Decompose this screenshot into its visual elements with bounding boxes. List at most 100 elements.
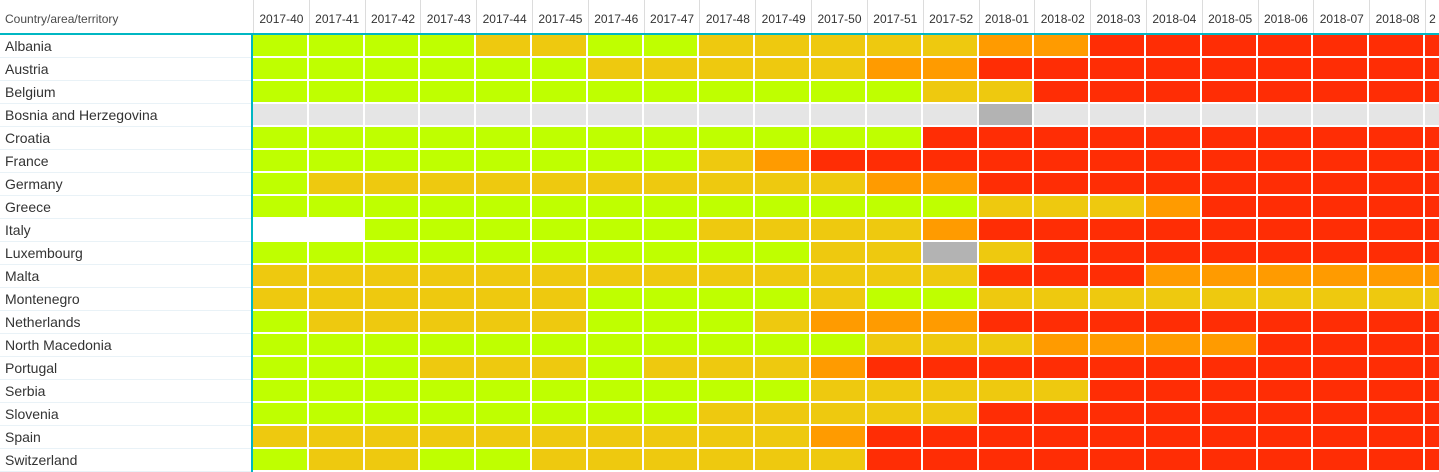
column-header-2018-04[interactable]: 2018-04 bbox=[1145, 0, 1202, 33]
heatmap-cell[interactable] bbox=[699, 173, 756, 196]
heatmap-cell[interactable] bbox=[643, 242, 700, 265]
heatmap-cell[interactable] bbox=[1369, 219, 1425, 242]
heatmap-cell[interactable] bbox=[755, 35, 812, 58]
row-label-switzerland[interactable]: Switzerland bbox=[0, 449, 251, 472]
heatmap-cell[interactable] bbox=[1313, 380, 1370, 403]
row-label-serbia[interactable]: Serbia bbox=[0, 380, 251, 403]
heatmap-cell[interactable] bbox=[1313, 334, 1370, 357]
heatmap-cell[interactable] bbox=[308, 242, 365, 265]
heatmap-cell[interactable] bbox=[1201, 127, 1258, 150]
column-header-2018-05[interactable]: 2018-05 bbox=[1201, 0, 1258, 33]
heatmap-cell[interactable] bbox=[420, 173, 477, 196]
heatmap-cell[interactable] bbox=[364, 357, 421, 380]
column-header-2017-41[interactable]: 2017-41 bbox=[308, 0, 365, 33]
heatmap-cell[interactable] bbox=[978, 127, 1035, 150]
heatmap-cell[interactable] bbox=[587, 403, 644, 426]
heatmap-cell[interactable] bbox=[1201, 196, 1258, 219]
column-header-2017-48[interactable]: 2017-48 bbox=[699, 0, 755, 33]
column-header-2017-42[interactable]: 2017-42 bbox=[364, 0, 421, 33]
heatmap-cell[interactable] bbox=[420, 449, 477, 472]
heatmap-cell[interactable] bbox=[253, 104, 309, 127]
heatmap-cell[interactable] bbox=[1034, 357, 1091, 380]
heatmap-cell[interactable] bbox=[1034, 81, 1091, 104]
heatmap-cell[interactable] bbox=[1034, 311, 1091, 334]
heatmap-cell[interactable] bbox=[476, 150, 533, 173]
heatmap-cell[interactable] bbox=[308, 173, 365, 196]
heatmap-cell[interactable] bbox=[755, 334, 812, 357]
heatmap-cell[interactable] bbox=[643, 127, 700, 150]
heatmap-cell[interactable] bbox=[1257, 265, 1314, 288]
heatmap-cell[interactable] bbox=[253, 357, 309, 380]
heatmap-cell[interactable] bbox=[811, 81, 867, 104]
heatmap-cell[interactable] bbox=[1369, 288, 1425, 311]
heatmap-cell[interactable] bbox=[253, 449, 309, 472]
heatmap-cell[interactable] bbox=[253, 380, 309, 403]
row-label-belgium[interactable]: Belgium bbox=[0, 81, 251, 104]
heatmap-cell[interactable] bbox=[532, 311, 588, 334]
heatmap-cell[interactable] bbox=[532, 334, 588, 357]
heatmap-cell[interactable] bbox=[1090, 311, 1146, 334]
heatmap-cell[interactable] bbox=[699, 219, 756, 242]
heatmap-cell[interactable] bbox=[922, 219, 979, 242]
heatmap-cell[interactable] bbox=[308, 449, 365, 472]
heatmap-cell[interactable] bbox=[643, 150, 700, 173]
heatmap-cell[interactable] bbox=[699, 449, 756, 472]
heatmap-cell[interactable] bbox=[1201, 288, 1258, 311]
heatmap-cell[interactable] bbox=[643, 104, 700, 127]
heatmap-cell[interactable] bbox=[253, 173, 309, 196]
heatmap-cell[interactable] bbox=[755, 196, 812, 219]
heatmap-cell[interactable] bbox=[476, 403, 533, 426]
heatmap-cell[interactable] bbox=[1369, 265, 1425, 288]
heatmap-cell[interactable] bbox=[532, 265, 588, 288]
heatmap-cell[interactable] bbox=[1257, 403, 1314, 426]
heatmap-cell[interactable] bbox=[253, 127, 309, 150]
heatmap-cell[interactable] bbox=[1201, 81, 1258, 104]
heatmap-cell[interactable] bbox=[587, 357, 644, 380]
heatmap-cell[interactable] bbox=[755, 81, 812, 104]
heatmap-cell[interactable] bbox=[1034, 219, 1091, 242]
heatmap-cell[interactable] bbox=[643, 357, 700, 380]
heatmap-cell[interactable] bbox=[253, 334, 309, 357]
heatmap-cell[interactable] bbox=[253, 58, 309, 81]
heatmap-cell[interactable] bbox=[1369, 104, 1425, 127]
heatmap-cell[interactable] bbox=[1034, 150, 1091, 173]
heatmap-cell[interactable] bbox=[866, 173, 923, 196]
heatmap-cell[interactable] bbox=[1425, 150, 1439, 173]
column-header-2018-08[interactable]: 2018-08 bbox=[1369, 0, 1425, 33]
heatmap-cell[interactable] bbox=[643, 288, 700, 311]
heatmap-cell[interactable] bbox=[978, 426, 1035, 449]
heatmap-cell[interactable] bbox=[1425, 196, 1439, 219]
heatmap-cell[interactable] bbox=[308, 334, 365, 357]
heatmap-cell[interactable] bbox=[587, 81, 644, 104]
heatmap-cell[interactable] bbox=[587, 58, 644, 81]
heatmap-cell[interactable] bbox=[1257, 35, 1314, 58]
heatmap-cell[interactable] bbox=[420, 265, 477, 288]
heatmap-cell[interactable] bbox=[1090, 288, 1146, 311]
heatmap-cell[interactable] bbox=[1201, 150, 1258, 173]
heatmap-cell[interactable] bbox=[978, 150, 1035, 173]
heatmap-cell[interactable] bbox=[755, 403, 812, 426]
heatmap-cell[interactable] bbox=[1090, 357, 1146, 380]
heatmap-cell[interactable] bbox=[1425, 35, 1439, 58]
heatmap-cell[interactable] bbox=[978, 449, 1035, 472]
heatmap-cell[interactable] bbox=[532, 380, 588, 403]
heatmap-cell[interactable] bbox=[253, 426, 309, 449]
heatmap-cell[interactable] bbox=[1425, 242, 1439, 265]
heatmap-cell[interactable] bbox=[1425, 265, 1439, 288]
heatmap-cell[interactable] bbox=[1034, 288, 1091, 311]
heatmap-cell[interactable] bbox=[1145, 58, 1202, 81]
heatmap-cell[interactable] bbox=[1313, 219, 1370, 242]
heatmap-cell[interactable] bbox=[1369, 196, 1425, 219]
heatmap-cell[interactable] bbox=[1425, 81, 1439, 104]
row-label-croatia[interactable]: Croatia bbox=[0, 127, 251, 150]
heatmap-cell[interactable] bbox=[866, 35, 923, 58]
heatmap-cell[interactable] bbox=[922, 265, 979, 288]
heatmap-cell[interactable] bbox=[1090, 426, 1146, 449]
column-header-2017-51[interactable]: 2017-51 bbox=[866, 0, 923, 33]
heatmap-cell[interactable] bbox=[811, 35, 867, 58]
column-header-2017-47[interactable]: 2017-47 bbox=[643, 0, 700, 33]
heatmap-cell[interactable] bbox=[1425, 104, 1439, 127]
heatmap-cell[interactable] bbox=[978, 311, 1035, 334]
heatmap-cell[interactable] bbox=[1257, 173, 1314, 196]
heatmap-cell[interactable] bbox=[253, 288, 309, 311]
